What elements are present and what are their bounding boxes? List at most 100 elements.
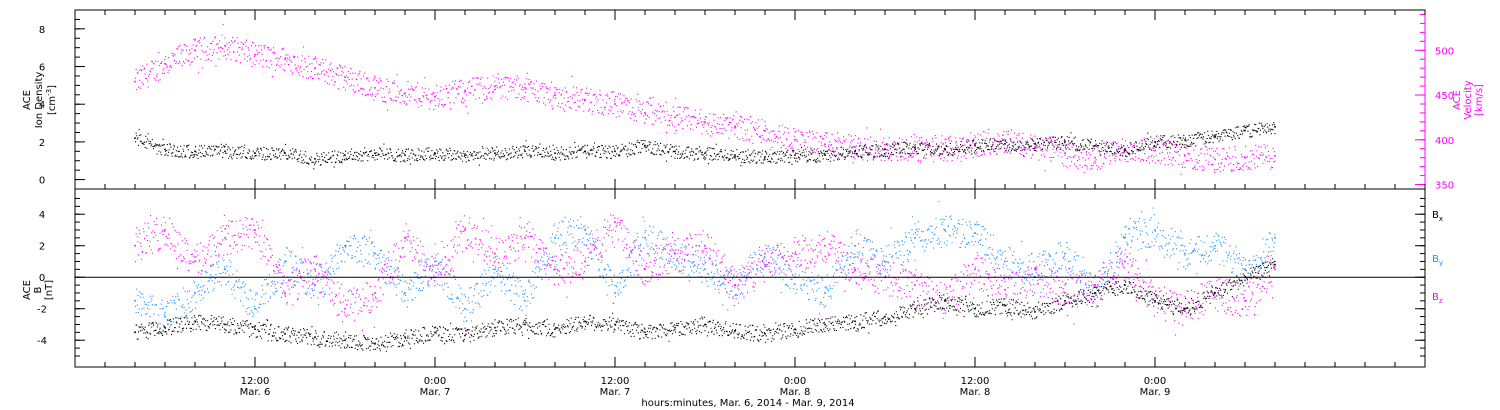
bx-point-36 <box>1214 292 1216 294</box>
by-point-24 <box>854 244 856 247</box>
bz-point-37 <box>1244 300 1246 302</box>
by-point-11 <box>464 307 466 310</box>
by-point-33 <box>1124 237 1126 239</box>
bottom-panel-points <box>134 201 1276 352</box>
bottom-ytick-label-0: -4 <box>37 336 47 347</box>
bz-point-38 <box>1274 268 1276 271</box>
density-point-18 <box>674 150 676 153</box>
bx-point-28 <box>974 307 976 310</box>
density-point-30 <box>1034 142 1036 145</box>
legend-bx: Bx <box>1432 210 1443 223</box>
velocity-point-37 <box>1244 156 1246 159</box>
top-left-ylabel: ACE Ion Density [cm-3] <box>22 72 58 129</box>
velocity-scatter <box>135 24 1276 175</box>
density-point-6 <box>314 158 316 160</box>
by-point-28 <box>974 232 976 234</box>
velocity-point-20 <box>734 125 736 128</box>
bx-point-26 <box>914 307 916 310</box>
density-point-7 <box>344 154 346 156</box>
by-point-25 <box>884 260 886 263</box>
bz-point-32 <box>1094 284 1096 286</box>
bz-scatter <box>135 214 1276 336</box>
velocity-point-15 <box>584 98 586 101</box>
velocity-point-30 <box>1034 146 1036 148</box>
top-y2tick-label-1: 400 <box>1435 136 1454 147</box>
bz-point-6 <box>314 268 316 271</box>
by-point-13 <box>524 300 526 302</box>
top-y2tick-label-2: 450 <box>1435 91 1454 102</box>
by-point-2 <box>194 292 196 294</box>
top-ytick-label-2: 4 <box>39 100 45 111</box>
top-panel-points <box>134 24 1276 175</box>
legend: Bx By Bz <box>1432 210 1443 305</box>
bz-point-11 <box>464 229 466 231</box>
xtick-date-2: Mar. 7 <box>600 387 631 398</box>
legend-bz: Bz <box>1432 292 1443 305</box>
by-point-6 <box>314 284 316 286</box>
bz-point-17 <box>644 268 646 271</box>
bz-point-21 <box>764 263 766 266</box>
velocity-point-0 <box>134 80 136 83</box>
bx-point-12 <box>494 326 496 329</box>
bx-point-1 <box>164 326 166 329</box>
bx-point-35 <box>1184 307 1186 310</box>
legend-bx-name: B <box>1432 210 1439 221</box>
top-ytick-label-3: 6 <box>39 63 45 74</box>
bx-point-38 <box>1274 263 1276 266</box>
legend-by: By <box>1432 254 1443 267</box>
bx-point-4 <box>254 328 256 330</box>
by-point-29 <box>1004 260 1006 263</box>
bz-point-23 <box>824 244 826 247</box>
velocity-point-35 <box>1184 155 1186 157</box>
velocity-point-38 <box>1274 155 1276 157</box>
x-axis-title: hours:minutes, Mar. 6, 2014 - Mar. 9, 20… <box>641 398 854 409</box>
bottom-ytick-label-3: 2 <box>39 242 45 253</box>
legend-by-name: B <box>1432 254 1439 265</box>
density-point-1 <box>164 148 166 151</box>
density-point-25 <box>884 148 886 151</box>
bx-scatter <box>135 258 1276 352</box>
bz-point-3 <box>224 237 226 239</box>
velocity-point-1 <box>164 62 166 65</box>
top-ylabel-exp: -3 <box>45 89 53 96</box>
bx-point-24 <box>854 320 856 323</box>
bx-point-11 <box>464 334 466 337</box>
bz-point-14 <box>554 268 556 271</box>
top-y2label-line3: [km/s] <box>1474 84 1485 116</box>
density-point-33 <box>1124 148 1126 151</box>
bx-point-15 <box>584 320 586 323</box>
by-point-30 <box>1034 268 1036 271</box>
velocity-point-26 <box>914 147 916 150</box>
xtick-time-3: 0:00 <box>784 376 806 387</box>
by-point-38 <box>1274 237 1276 239</box>
bz-point-28 <box>974 268 976 271</box>
velocity-point-11 <box>464 89 466 92</box>
bz-point-5 <box>284 292 286 294</box>
density-point-4 <box>254 152 256 154</box>
bx-point-33 <box>1124 284 1126 286</box>
by-point-35 <box>1184 252 1186 255</box>
bz-point-9 <box>404 237 406 239</box>
bottom-ylabel-line1: ACE <box>22 280 33 300</box>
velocity-point-34 <box>1154 149 1156 152</box>
density-scatter <box>135 122 1276 170</box>
xtick-time-4: 12:00 <box>961 376 990 387</box>
xtick-time-1: 0:00 <box>424 376 446 387</box>
top-ytick-label-4: 8 <box>39 25 45 36</box>
bottom-ylabel-line2: B <box>33 286 44 293</box>
density-point-34 <box>1154 141 1156 143</box>
bz-point-16 <box>614 221 616 223</box>
bz-point-8 <box>374 292 376 294</box>
by-point-0 <box>134 300 136 302</box>
velocity-point-22 <box>794 138 796 141</box>
density-point-31 <box>1064 141 1066 143</box>
bottom-panel-frame <box>74 188 1426 368</box>
by-point-21 <box>764 252 766 255</box>
top-ylabel-line3: [cm-3] <box>45 85 58 115</box>
top-ylabel-unit: [cm <box>47 96 58 115</box>
xtick-time-0: 12:00 <box>241 376 270 387</box>
bottom-ytick-label-2: 0 <box>39 273 45 284</box>
velocity-point-21 <box>764 130 766 132</box>
bx-point-8 <box>374 342 376 345</box>
xtick-date-0: Mar. 6 <box>240 387 271 398</box>
